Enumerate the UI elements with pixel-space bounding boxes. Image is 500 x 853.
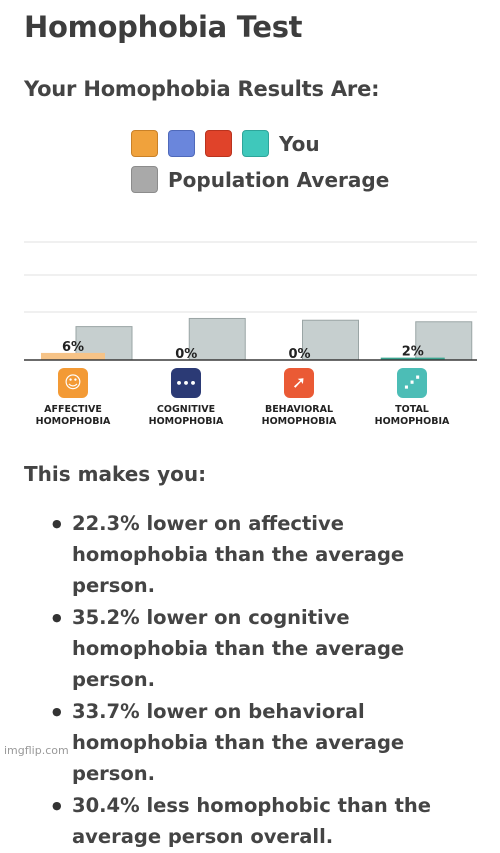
category-label: BEHAVIORAL HOMOPHOBIA [261,404,337,427]
result-item: 30.4% less homophobic than the average p… [24,790,484,852]
results-subtitle: Your Homophobia Results Are: [24,77,380,101]
legend-population-label: Population Average [168,167,390,192]
legend-swatch-cognitive [168,130,195,157]
legend-swatch-total [242,130,269,157]
legend-swatch-population [131,166,158,193]
page-title: Homophobia Test [24,10,303,44]
bar-you [380,357,445,360]
bar-population-average [188,317,246,361]
bar-population-average [415,321,473,361]
category-label: COGNITIVE HOMOPHOBIA [148,404,224,427]
legend-you: You [131,130,320,157]
running-person-icon: ➚ [284,368,314,398]
bar-you [41,352,105,360]
thought-bubble-icon: ••• [171,368,201,398]
result-item: 22.3% lower on affective homophobia than… [24,508,484,601]
results-list: 22.3% lower on affective homophobia than… [24,508,484,853]
legend-swatch-affective [131,130,158,157]
category-label: AFFECTIVE HOMOPHOBIA [35,404,111,427]
legend-swatch-behavioral [205,130,232,157]
data-label: 0% [288,347,310,362]
bar-population-average [302,319,359,361]
legend-you-label: You [279,131,320,156]
watermark: imgflip.com [4,744,69,757]
legend-population: Population Average [131,166,389,193]
result-item: 33.7% lower on behavioral homophobia tha… [24,696,484,789]
data-label: 0% [175,347,197,362]
result-item: 35.2% lower on cognitive homophobia than… [24,602,484,695]
category-label: TOTAL HOMOPHOBIA [374,404,450,427]
bar-chart: 6% 0% 0% 2% [24,241,477,362]
mask-icon: ☺ [58,368,88,398]
results-heading: This makes you: [24,462,207,486]
network-graph-icon: ⋰ [397,368,427,398]
data-label: 6% [62,340,84,355]
data-label: 2% [402,345,424,360]
